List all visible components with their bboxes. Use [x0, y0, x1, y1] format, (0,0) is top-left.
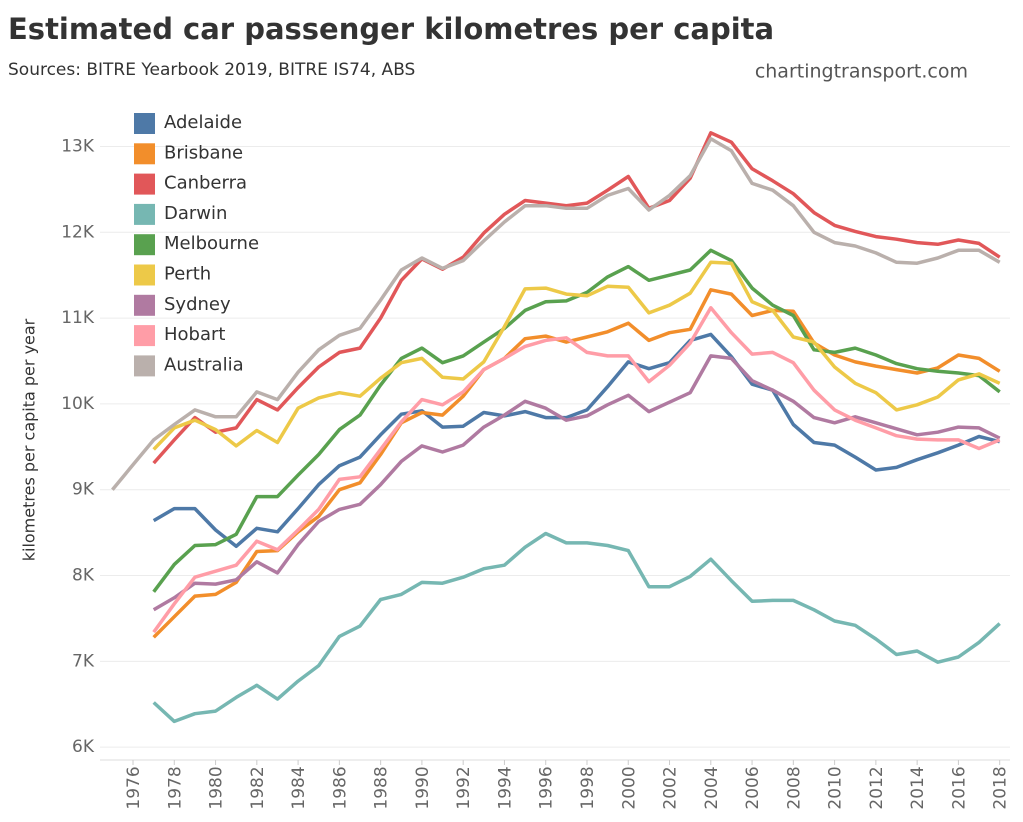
chart-subtitle: Sources: BITRE Yearbook 2019, BITRE IS74… [8, 60, 415, 80]
y-tick-label: 11K [61, 308, 95, 328]
x-tick-label: 2004 [702, 766, 722, 809]
x-tick-label: 1982 [248, 766, 268, 809]
series-line [152, 354, 1001, 612]
x-tick-label: 2000 [619, 766, 639, 809]
x-tick-label: 1990 [413, 766, 433, 809]
legend-swatch [134, 173, 155, 195]
legend-swatch [134, 143, 155, 165]
series-line [152, 131, 1001, 465]
x-tick-label: 2008 [784, 766, 804, 809]
x-tick-label: 1986 [330, 766, 350, 809]
chart-title: Estimated car passenger kilometres per c… [8, 12, 774, 46]
x-tick-label: 2002 [661, 766, 681, 809]
y-axis-label: kilometres per capita per year [20, 318, 39, 561]
x-tick-label: 1994 [495, 766, 515, 809]
y-tick-label: 13K [61, 136, 95, 156]
credit: chartingtransport.com [755, 61, 968, 83]
y-tick-label: 12K [61, 222, 95, 242]
x-tick-label: 1988 [372, 766, 392, 809]
x-tick-label: 2014 [908, 766, 928, 809]
legend-label: Canberra [164, 173, 247, 194]
legend-swatch [134, 355, 155, 377]
x-tick-label: 2012 [867, 766, 887, 809]
legend-label: Australia [164, 354, 244, 375]
legend-label: Sydney [164, 294, 231, 315]
series-line [152, 531, 1001, 724]
series-line [152, 288, 1001, 639]
series-line [111, 137, 1001, 491]
series-line [152, 260, 1001, 451]
y-tick-label: 6K [72, 737, 95, 757]
series-line [152, 306, 1001, 634]
x-tick-label: 1992 [454, 766, 474, 809]
legend-label: Hobart [164, 324, 225, 345]
legend-swatch [134, 203, 155, 225]
y-tick-label: 8K [72, 566, 95, 586]
x-tick-label: 1980 [207, 766, 227, 809]
x-tick-label: 2010 [826, 766, 846, 809]
legend-swatch [134, 264, 155, 286]
y-tick-label: 9K [72, 480, 95, 500]
x-tick-label: 2018 [991, 766, 1011, 809]
x-tick-label: 2006 [743, 766, 763, 809]
legend-label: Darwin [164, 203, 227, 224]
legend-label: Brisbane [164, 142, 243, 163]
x-tick-label: 1976 [124, 766, 144, 809]
legend-label: Melbourne [164, 233, 259, 254]
x-tick-label: 1984 [289, 766, 309, 809]
legend-swatch [134, 294, 155, 316]
x-tick-label: 1996 [537, 766, 557, 809]
legend-swatch [134, 325, 155, 347]
x-tick-label: 2016 [949, 766, 969, 809]
legend-label: Adelaide [164, 112, 242, 133]
y-tick-label: 10K [61, 394, 95, 414]
legend-swatch [134, 113, 155, 134]
y-tick-label: 7K [72, 651, 95, 671]
x-tick-label: 1998 [578, 766, 598, 809]
legend-label: Perth [164, 264, 211, 285]
legend-swatch [134, 234, 155, 256]
x-tick-label: 1978 [165, 766, 185, 809]
series-line [152, 332, 1001, 549]
